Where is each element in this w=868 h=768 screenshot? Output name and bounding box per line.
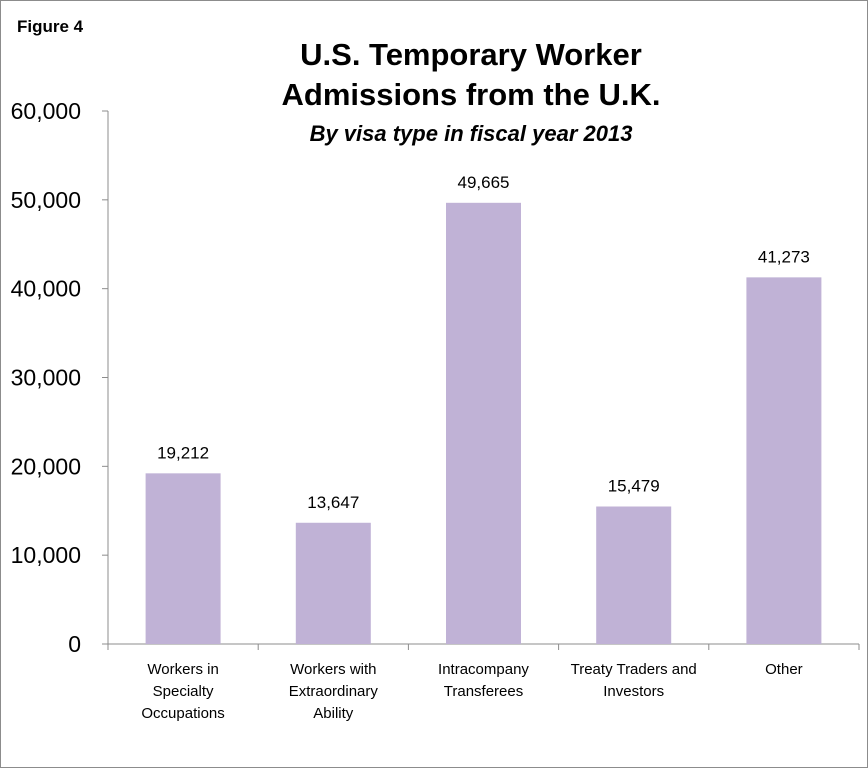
y-tick-label: 60,000 (11, 98, 81, 124)
chart-title-line-2: Admissions from the U.K. (281, 77, 661, 112)
data-label: 15,479 (608, 476, 660, 495)
bar (596, 506, 672, 644)
chart-title: U.S. Temporary Worker Admissions from th… (201, 35, 741, 115)
y-tick-label: 0 (68, 631, 81, 657)
chart-title-line-1: U.S. Temporary Worker (300, 37, 642, 72)
data-label: 41,273 (758, 247, 810, 266)
y-tick-label: 50,000 (11, 187, 81, 213)
x-tick-label: Treaty Traders and Investors (571, 661, 697, 700)
bar (446, 202, 521, 644)
y-tick-label: 10,000 (11, 542, 81, 568)
bar (746, 277, 822, 644)
bar (145, 473, 221, 644)
y-tick-label: 30,000 (11, 365, 81, 391)
x-tick-label: Workers with Extraordinary Ability (289, 661, 379, 722)
x-tick-label: Intracompany Transferees (438, 661, 529, 700)
data-label: 13,647 (307, 493, 359, 512)
bar (295, 522, 371, 644)
data-label: 19,212 (157, 443, 209, 462)
x-tick-label: Workers in Specialty Occupations (141, 661, 224, 722)
figure-label: Figure 4 (17, 17, 84, 36)
chart-subtitle: By visa type in fiscal year 2013 (309, 121, 633, 146)
data-label: 49,665 (458, 173, 510, 192)
y-tick-label: 40,000 (11, 276, 81, 302)
x-tick-label: Other (765, 661, 803, 678)
y-tick-label: 20,000 (11, 453, 81, 479)
